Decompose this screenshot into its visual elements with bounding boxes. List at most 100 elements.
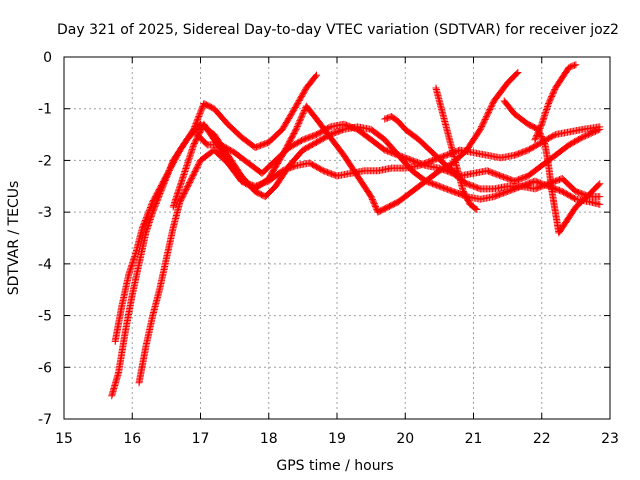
x-tick-label: 18 — [260, 431, 278, 447]
data-point — [478, 121, 486, 129]
data-point — [144, 211, 152, 219]
data-point — [141, 218, 149, 226]
y-tick-label: 0 — [43, 50, 52, 66]
series-track-9 — [531, 61, 580, 144]
data-point — [589, 129, 597, 137]
y-tick-label: -1 — [38, 102, 52, 118]
x-tick-label: 15 — [55, 431, 73, 447]
data-point — [537, 122, 545, 130]
data-point — [145, 208, 153, 216]
data-point — [299, 109, 307, 117]
data-point — [293, 124, 301, 132]
data-point — [291, 162, 299, 170]
data-point — [194, 114, 202, 122]
data-point — [296, 117, 304, 125]
data-point — [596, 125, 604, 133]
data-point — [473, 206, 481, 214]
data-point — [483, 111, 491, 119]
data-point — [584, 131, 592, 139]
data-point — [487, 104, 495, 112]
data-point — [146, 205, 154, 213]
x-tick-label: 19 — [328, 431, 346, 447]
data-point — [293, 122, 301, 130]
data-point — [295, 120, 303, 128]
y-tick-label: -2 — [38, 153, 52, 169]
data-point — [587, 129, 595, 137]
data-point — [295, 118, 303, 126]
series-track-2 — [111, 71, 321, 345]
data-point — [325, 124, 333, 132]
data-point — [488, 101, 496, 109]
data-point — [476, 125, 484, 133]
y-tick-label: -7 — [38, 412, 52, 428]
data-point — [484, 110, 492, 118]
data-point — [596, 180, 604, 188]
data-point — [590, 128, 598, 136]
data-point — [298, 111, 306, 119]
data-point — [572, 61, 580, 69]
data-point — [198, 105, 206, 113]
data-point — [472, 205, 480, 213]
x-tick-label: 17 — [192, 431, 210, 447]
data-point — [193, 117, 201, 125]
data-point — [141, 216, 149, 224]
data-point — [190, 124, 198, 132]
data-point — [144, 209, 152, 217]
axis-ticks: 15 16 17 18 19 20 21 22 23 -7 -6 -5 -4 -3 -2 -1 0 — [38, 50, 619, 447]
data-point — [579, 133, 587, 141]
data-point — [479, 120, 487, 128]
data-point — [147, 202, 155, 210]
data-point — [594, 126, 602, 134]
data-point — [596, 193, 604, 201]
data-point — [142, 215, 150, 223]
data-point — [138, 224, 146, 232]
data-point — [146, 204, 154, 212]
data-point — [195, 112, 203, 120]
x-tick-label: 16 — [123, 431, 141, 447]
data-point — [194, 115, 202, 123]
y-tick-label: -5 — [38, 309, 52, 325]
data-point — [145, 206, 153, 214]
data-point — [300, 108, 308, 116]
series-track-7 — [432, 84, 481, 214]
data-point — [478, 123, 486, 131]
data-point — [571, 194, 579, 202]
data-point — [294, 121, 302, 129]
data-point — [313, 71, 321, 79]
data-point — [312, 72, 320, 80]
series-track-1 — [108, 120, 604, 400]
data-point — [198, 104, 206, 112]
data-point — [143, 212, 151, 220]
data-point — [486, 105, 494, 113]
data-point — [593, 127, 601, 135]
data-point — [513, 70, 521, 78]
data-point — [475, 184, 483, 192]
series-track-6 — [381, 112, 604, 185]
x-tick-label: 21 — [465, 431, 483, 447]
data-point — [196, 110, 204, 118]
data-point — [297, 114, 305, 122]
data-point — [197, 108, 204, 116]
data-point — [140, 221, 148, 229]
data-point — [292, 125, 300, 133]
series-track-3 — [135, 123, 604, 387]
x-tick-label: 20 — [396, 431, 414, 447]
data-point — [420, 161, 428, 169]
data-point — [191, 121, 199, 129]
data-point — [485, 107, 493, 115]
data-point — [583, 131, 591, 139]
data-point — [140, 219, 148, 227]
x-tick-label: 23 — [601, 431, 619, 447]
data-point — [193, 118, 201, 126]
data-point — [192, 120, 200, 128]
data-point — [541, 140, 549, 148]
y-axis-label: SDTVAR / TECUs — [6, 181, 22, 296]
data-point — [298, 112, 306, 120]
data-point — [550, 131, 558, 139]
y-tick-label: -3 — [38, 205, 52, 221]
x-tick-label: 22 — [533, 431, 551, 447]
data-point — [482, 114, 490, 122]
data-point — [514, 69, 522, 77]
data-point — [191, 123, 199, 131]
